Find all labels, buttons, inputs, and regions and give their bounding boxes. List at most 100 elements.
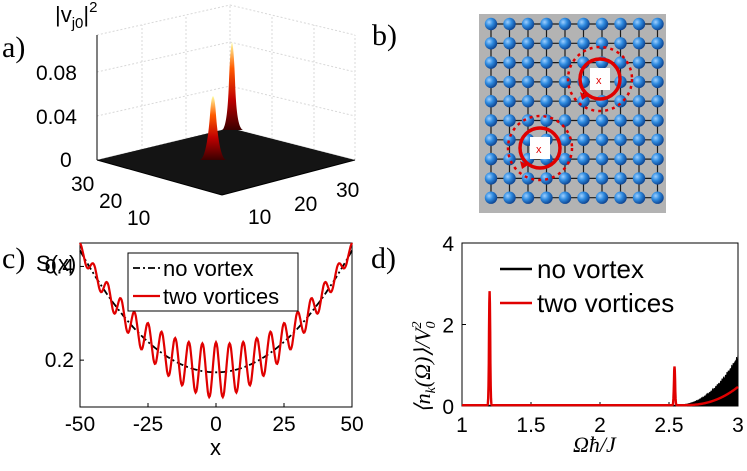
lattice-site xyxy=(521,191,535,204)
lattice-site xyxy=(632,191,646,204)
lattice-site xyxy=(558,172,572,185)
lattice-site xyxy=(632,152,646,166)
surface-floor xyxy=(97,128,355,195)
vortex-current-ring-1 xyxy=(578,57,622,101)
panel-label-a: a) xyxy=(2,31,25,64)
lattice-site xyxy=(651,133,664,146)
lattice-site xyxy=(540,114,553,127)
z-axis-label: |vj0|2 xyxy=(55,0,97,32)
lattice-site xyxy=(577,172,590,185)
lattice-site xyxy=(595,17,609,31)
lattice-site xyxy=(521,75,535,89)
z-tick-1: 0.04 xyxy=(36,106,77,129)
lattice-site xyxy=(614,172,627,185)
lattice-site xyxy=(540,17,553,31)
y-axis-label-c: S(x) xyxy=(36,251,76,276)
lattice-site xyxy=(484,172,498,185)
x-tick-label-d: 2.5 xyxy=(654,414,683,437)
lattice-site xyxy=(503,133,516,146)
lattice-site xyxy=(632,37,646,50)
lattice-site xyxy=(484,133,498,146)
lattice-site xyxy=(484,152,498,166)
legend-d: no vortex two vortices xyxy=(500,254,674,318)
z-tick-0: 0 xyxy=(60,149,72,172)
legend-label-no-vortex-c: no vortex xyxy=(163,256,254,281)
lattice-site xyxy=(540,56,553,69)
lattice-site xyxy=(595,133,609,146)
legend-label-two-vortices-c: two vortices xyxy=(163,284,279,309)
lattice-site xyxy=(614,95,627,108)
lattice-site xyxy=(632,75,646,89)
panel-label-c: c) xyxy=(2,242,25,275)
lattice-site xyxy=(577,17,590,31)
lattice-site xyxy=(577,114,590,127)
lattice-site xyxy=(484,56,498,69)
lattice-site xyxy=(521,172,535,185)
ticks-c: -50 -25 0 25 50 0.2 0.4 xyxy=(45,255,364,436)
vortex-marker-2: x xyxy=(536,144,542,156)
lattice-site xyxy=(595,152,609,166)
lattice-site xyxy=(632,172,646,185)
lattice-site xyxy=(614,114,627,127)
vortex-plaquette-1 xyxy=(590,68,610,90)
lattice-site xyxy=(577,152,590,166)
legend-c: no vortex two vortices xyxy=(127,252,299,312)
lattice-site xyxy=(651,17,664,31)
x-axis-label-c: x xyxy=(210,435,221,460)
vortex-outer-ring-1 xyxy=(566,45,634,113)
lattice-site xyxy=(558,133,572,146)
lattice-site xyxy=(651,152,664,166)
lattice-site xyxy=(484,191,498,204)
x-tick-label-c: 25 xyxy=(272,413,295,436)
lattice-site xyxy=(558,37,572,50)
lattice-site xyxy=(651,37,664,50)
lattice-site xyxy=(540,75,553,89)
lattice-site xyxy=(540,191,553,204)
lattice-site xyxy=(651,172,664,185)
lattice-site xyxy=(484,37,498,50)
lattice-site xyxy=(651,114,664,127)
y-tick-10: 10 xyxy=(127,207,150,230)
panel-d-line-chart: 1 1.5 2 2.5 3 0 2 4 ⟨nk(Ω)⟩/V02 Ωħ/J no vortex … xyxy=(410,233,744,457)
lattice-site xyxy=(558,17,572,31)
lattice-site xyxy=(503,114,516,127)
x-tick-20: 20 xyxy=(294,193,317,216)
lattice-site xyxy=(521,37,535,50)
lattice-site xyxy=(632,95,646,108)
lattice-site xyxy=(595,114,609,127)
y-tick-30: 30 xyxy=(71,173,94,196)
x-tick-label-c: 0 xyxy=(210,413,222,436)
lattice-site xyxy=(632,114,646,127)
y-axis-3d xyxy=(96,159,223,196)
lattice-site xyxy=(558,191,572,204)
lattice-site xyxy=(614,191,627,204)
y-tick-label-d: 4 xyxy=(442,233,454,256)
lattice-site xyxy=(503,172,516,185)
lattice-site xyxy=(577,37,590,50)
lattice-site xyxy=(540,95,553,108)
x-tick-label-d: 2 xyxy=(594,414,606,437)
lattice-site xyxy=(503,37,516,50)
panel-label-d: d) xyxy=(371,242,396,275)
panel-b-lattice: x x xyxy=(479,14,666,213)
lattice-site xyxy=(577,191,590,204)
legend-box-c xyxy=(127,252,299,312)
lattice-site xyxy=(614,152,627,166)
y-axis-label-d: ⟨nk(Ω)⟩/V02 xyxy=(410,321,439,413)
lattice-site xyxy=(651,75,664,89)
x-tick-label-c: 50 xyxy=(340,413,363,436)
lattice-site xyxy=(540,37,553,50)
x-axis-3d xyxy=(221,159,356,196)
lattice-site xyxy=(651,191,664,204)
lattice-site xyxy=(503,95,516,108)
lattice-site xyxy=(521,95,535,108)
vortex-current-ring-2 xyxy=(518,126,562,170)
vortex-plaquette-2 xyxy=(530,137,550,159)
panel-a-surface: 0 0.04 0.08 |vj0|2 30 20 10 10 20 30 xyxy=(36,0,359,230)
series-two-vortices-c xyxy=(79,242,353,400)
legend-label-two-vortices-d: two vortices xyxy=(537,288,674,318)
lattice-site xyxy=(614,37,627,50)
lattice-site xyxy=(558,114,572,127)
lattice-site xyxy=(595,172,609,185)
